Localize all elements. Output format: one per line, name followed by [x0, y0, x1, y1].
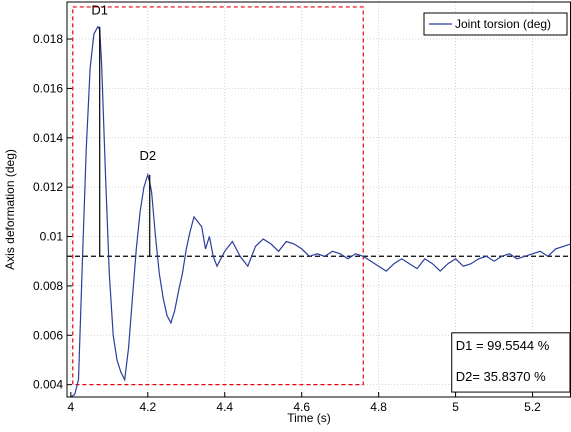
x-axis-label: Time (s)	[287, 411, 331, 425]
x-tick-label: 4	[68, 400, 75, 414]
info-box: D1 = 99.5544 % D2= 35.8370 %	[452, 333, 570, 392]
region-box	[73, 7, 363, 385]
y-tick-label: 0.01	[40, 230, 64, 244]
x-tick-label: 4.4	[216, 400, 233, 414]
x-tick-label: 4.2	[139, 400, 156, 414]
annotation-label: D1	[91, 2, 108, 17]
info-d2-text: D2= 35.8370 %	[456, 369, 546, 384]
y-tick-label: 0.008	[33, 279, 63, 293]
x-tick-label: 4.8	[370, 400, 387, 414]
y-tick-label: 0.006	[33, 328, 63, 342]
y-tick-label: 0.004	[33, 378, 63, 392]
y-tick-label: 0.016	[33, 81, 63, 95]
region-box-rect	[73, 7, 363, 385]
y-tick-label: 0.014	[33, 131, 63, 145]
y-tick-label: 0.012	[33, 180, 63, 194]
info-d1-text: D1 = 99.5544 %	[456, 338, 550, 353]
legend: Joint torsion (deg)	[424, 13, 567, 35]
y-tick-label: 0.018	[33, 32, 63, 46]
annotations: D1 D2	[91, 2, 156, 256]
x-tick-label: 5	[452, 400, 459, 414]
annotation-label: D2	[139, 148, 156, 163]
x-tick-label: 5.2	[524, 400, 541, 414]
y-ticks: 0.004 0.006 0.008 0.01 0.012 0.014 0.016 0.018	[33, 32, 72, 392]
y-axis-label: Axis deformation (deg)	[3, 149, 17, 270]
legend-entry: Joint torsion (deg)	[455, 17, 551, 31]
